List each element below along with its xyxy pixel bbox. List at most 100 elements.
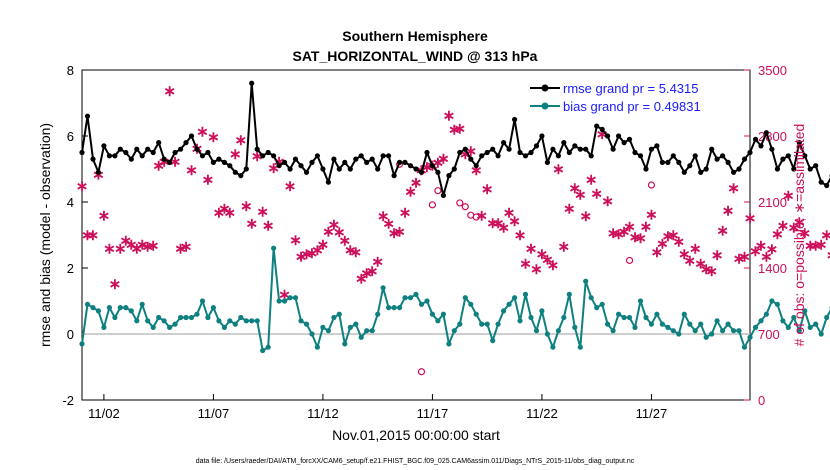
rmse-point <box>397 159 403 165</box>
bias-point <box>479 321 485 327</box>
obs-assimilated-point: ∗ <box>574 187 587 204</box>
obs-assimilated-point: ∗ <box>651 244 664 261</box>
obs-assimilated-point: ∗ <box>744 210 757 227</box>
obs-assimilated-point: ∗ <box>749 243 762 260</box>
bias-point <box>227 318 233 324</box>
rmse-point <box>780 156 786 162</box>
rmse-point <box>298 163 304 169</box>
obs-assimilated-point: ∗ <box>234 132 247 149</box>
obs-assimilated-point: ∗ <box>634 230 647 247</box>
rmse-point <box>90 156 96 162</box>
obs-assimilated-point: ∗ <box>826 247 830 264</box>
rmse-point <box>648 146 655 152</box>
bias-point <box>791 314 797 321</box>
bias-point <box>156 314 162 321</box>
rmse-point <box>796 140 802 146</box>
footer-datafile: data file: /Users/raeder/DAI/ATM_forcXX/… <box>196 458 635 465</box>
bias-point <box>654 311 660 317</box>
bias-point <box>511 295 518 301</box>
obs-assimilated-point: ∗ <box>771 226 784 243</box>
bias-point <box>802 308 808 314</box>
plot-area <box>81 69 751 401</box>
bias-point <box>232 321 238 327</box>
obs-assimilated-point: ∗ <box>377 208 390 225</box>
rmse-point <box>139 153 145 159</box>
obs-assimilated-point: ∗ <box>207 129 220 146</box>
obs-assimilated-point: ∗ <box>382 216 395 233</box>
obs-assimilated-point: ∗ <box>700 261 713 278</box>
obs-assimilated-point: ∗ <box>815 236 828 253</box>
obs-assimilated-point: ∗ <box>267 160 280 177</box>
bias-point <box>714 318 720 324</box>
rmse-point <box>736 166 742 172</box>
bias-point <box>451 328 457 334</box>
bias-point <box>375 311 381 317</box>
obs-assimilated-point: ∗ <box>109 276 122 293</box>
rmse-point <box>205 149 211 156</box>
obs-assimilated-point: ∗ <box>300 246 313 263</box>
obs-assimilated-point: ∗ <box>788 220 801 237</box>
obs-assimilated-point: ∗ <box>306 245 319 262</box>
bias-point <box>539 308 545 314</box>
bias-point <box>462 295 468 301</box>
obs-assimilated-point: ∗ <box>147 237 160 254</box>
bias-point <box>796 328 802 334</box>
obs-assimilated-point: ∗ <box>820 227 830 244</box>
bias-point <box>484 321 490 327</box>
rmse-point <box>145 146 151 152</box>
bias-point <box>402 295 408 301</box>
bias-point <box>265 344 271 350</box>
rmse-point <box>243 166 249 172</box>
rmse-point <box>594 123 600 129</box>
obs-assimilated-point: ∗ <box>229 146 242 163</box>
obs-assimilated-point: ∗ <box>525 240 538 257</box>
rmse-point <box>314 153 320 159</box>
bias-point <box>698 321 704 327</box>
rmse-point <box>605 133 611 139</box>
rmse-point <box>709 146 715 152</box>
rmse-point <box>511 116 518 123</box>
rmse-point <box>358 153 364 159</box>
bias-point <box>632 324 638 330</box>
rmse-point <box>665 159 671 165</box>
bias-point <box>418 301 425 307</box>
bias-point <box>216 318 222 324</box>
bias-point <box>621 314 627 321</box>
obs-assimilated-point: ∗ <box>777 218 790 235</box>
obs-assimilated-point: ∗ <box>623 219 636 236</box>
y-axis-left-label: rmse and bias (model - observation) <box>37 123 53 347</box>
bias-point <box>238 314 244 321</box>
obs-assimilated-point: ∗ <box>360 265 373 282</box>
obs-assimilated-point: ∗ <box>486 215 499 232</box>
bias-point <box>90 305 96 311</box>
rmse-point <box>194 146 200 152</box>
rmse-point <box>95 169 101 175</box>
obs-assimilated-point: ∗ <box>158 154 171 171</box>
rmse-point <box>167 159 173 165</box>
rmse-point <box>758 143 764 149</box>
obs-assimilated-point: ∗ <box>136 236 149 253</box>
rmse-point <box>249 80 255 86</box>
bias-point <box>687 321 693 327</box>
bias-point <box>457 321 463 327</box>
rmse-point <box>271 153 277 159</box>
bias-point <box>101 324 107 330</box>
bias-point <box>134 318 140 324</box>
bias-point <box>605 321 611 327</box>
rmse-point <box>681 169 687 175</box>
obs-assimilated-point: ∗ <box>809 237 822 254</box>
bias-point <box>380 285 386 291</box>
obs-assimilated-point: ∗ <box>98 207 111 224</box>
rmse-point <box>539 133 545 139</box>
bias-point <box>314 344 320 350</box>
obs-assimilated-point: ∗ <box>552 161 565 178</box>
rmse-point <box>446 173 452 179</box>
bias-point <box>123 305 129 311</box>
rmse-point <box>785 153 791 159</box>
rmse-point <box>479 153 485 159</box>
rmse-point <box>178 146 184 152</box>
rmse-point <box>572 143 578 149</box>
rmse-point <box>731 169 737 175</box>
obs-assimilated-point: ∗ <box>120 233 133 250</box>
bias-point <box>468 301 474 307</box>
